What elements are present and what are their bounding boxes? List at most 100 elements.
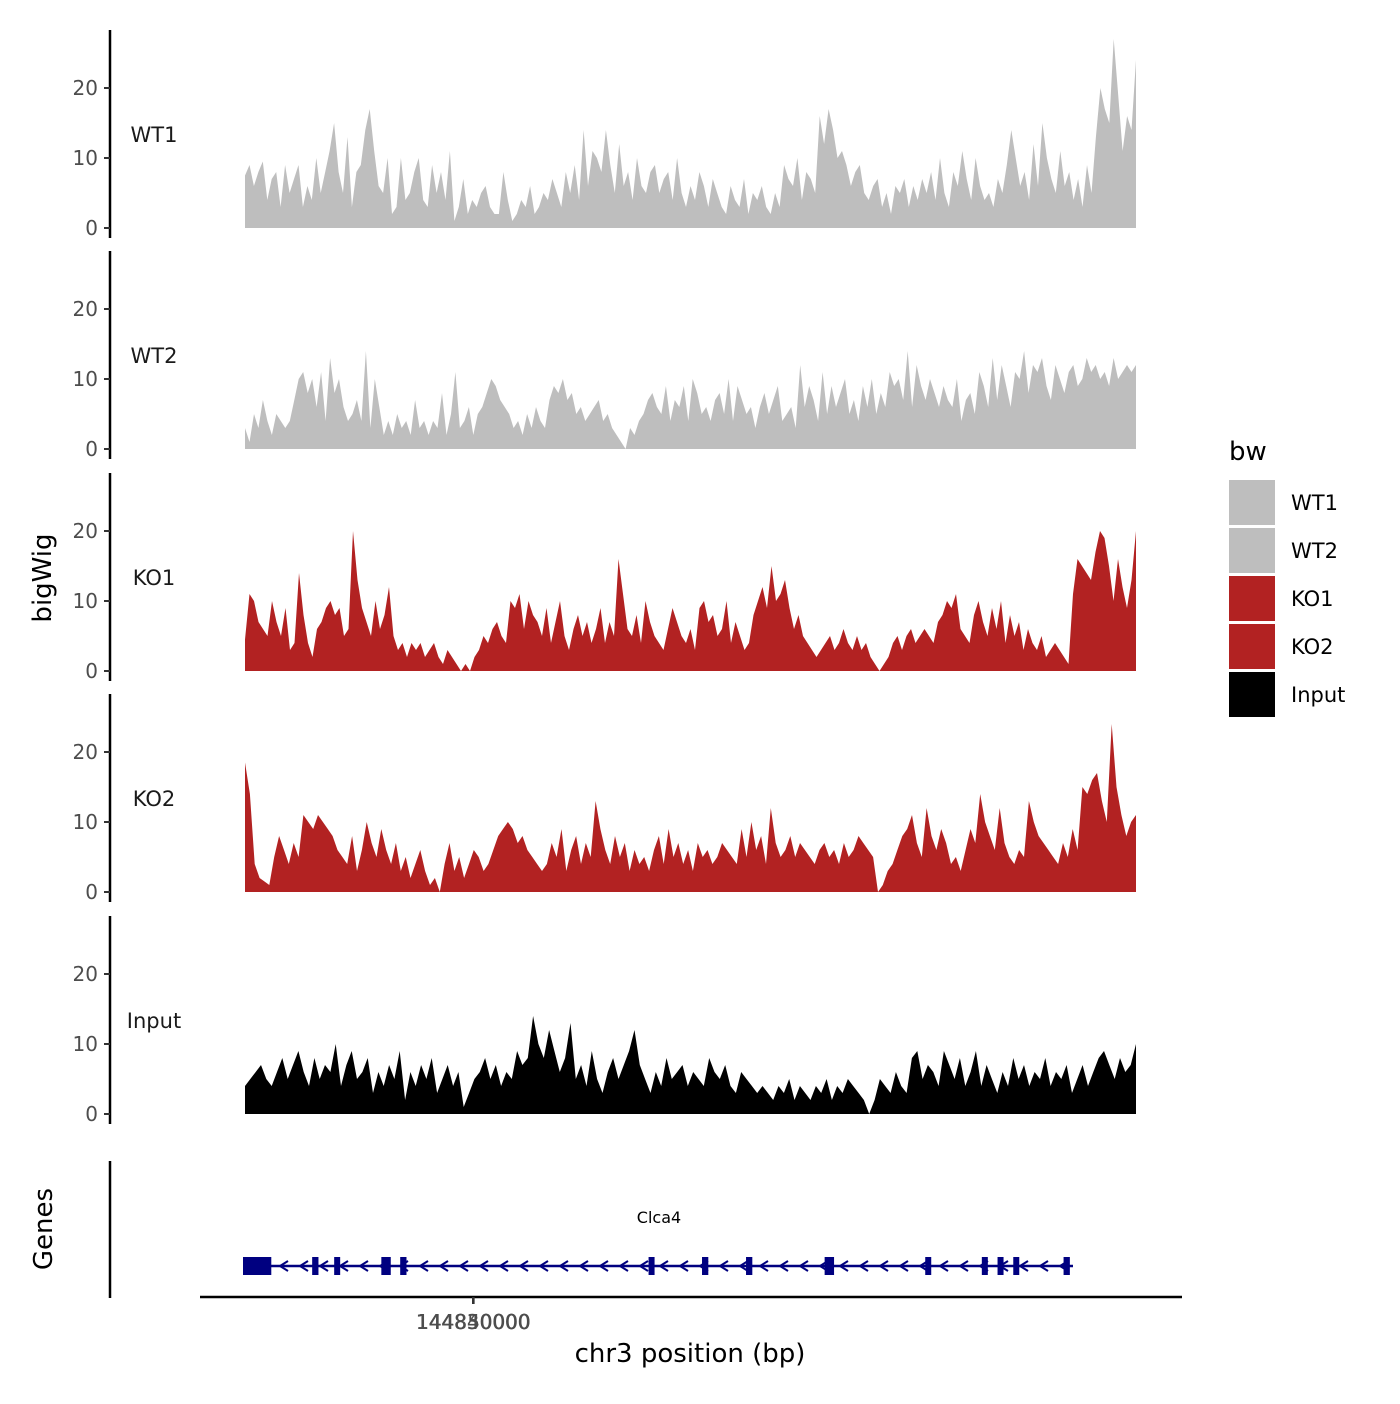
strand-arrow [498,1260,509,1272]
signal-tracks: 0 10 20 WT1 0 10 20 WT2 0 10 20 KO1 0 10 20 KO2 0 10 20 Inp… [28,30,1136,1126]
track-ko2: 0 10 20 KO2 [73,694,1136,904]
legend-label-wt1: WT1 [1291,491,1338,515]
gene-clca4: Clca4 [243,1208,1073,1275]
strand-arrow [618,1260,629,1272]
strand-arrow [438,1260,449,1272]
gene-label: Clca4 [637,1208,681,1227]
exon [981,1257,988,1275]
strand-arrow [418,1260,429,1272]
y-tick-label: 20 [73,962,98,986]
exon [381,1257,391,1275]
area-input [245,1016,1136,1114]
strand-arrow [678,1260,689,1272]
strand-arrow [558,1260,569,1272]
strand-arrow [878,1260,889,1272]
strand-arrow [478,1260,489,1272]
legend-label-ko2: KO2 [1291,635,1334,659]
strand-arrow [938,1260,949,1272]
exon [997,1257,1004,1275]
exon [400,1257,407,1275]
track-label: KO1 [133,566,176,590]
area-ko1 [245,531,1136,671]
strand-arrow [598,1260,609,1272]
y-tick-label: 10 [73,146,98,170]
strand-arrow [1018,1260,1029,1272]
y-tick-label: 20 [73,519,98,543]
gene-track: Genes Clca4 [29,1161,1073,1298]
legend-key-ko2 [1229,624,1275,669]
track-ko1: 0 10 20 KO1 [73,473,1136,683]
exon [702,1257,709,1275]
strand-arrow [278,1260,289,1272]
strand-arrow [898,1260,909,1272]
strand-arrow [858,1260,869,1272]
exon [746,1257,753,1275]
strand-arrow [958,1260,969,1272]
y-tick-label: 0 [85,1102,98,1126]
track-label: Input [127,1009,181,1033]
legend-key-wt1 [1229,480,1275,525]
exon [824,1257,835,1275]
y-tick-label: 10 [73,1032,98,1056]
y-axis-title: bigWig [28,533,58,622]
y-tick-label: 0 [85,659,98,683]
legend-label-wt2: WT2 [1291,539,1338,563]
strand-arrow [458,1260,469,1272]
strand-arrow [778,1260,789,1272]
legend-key-input [1229,672,1275,717]
legend-label-input: Input [1291,683,1345,707]
legend-key-ko1 [1229,576,1275,621]
track-wt1: 0 10 20 WT1 [73,30,1136,240]
exon [1063,1257,1070,1275]
track-label: KO2 [133,787,176,811]
legend: bw WT1 WT2 KO1 KO2 Input [1229,437,1345,717]
strand-arrow [358,1260,369,1272]
y-tick-label: 20 [73,297,98,321]
strand-arrow [758,1260,769,1272]
y-tick-label: 0 [85,216,98,240]
x-tick-label: 144840000 [416,1310,531,1334]
strand-arrow [838,1260,849,1272]
y-tick-label: 0 [85,880,98,904]
track-label: WT2 [131,344,178,368]
y-tick-label: 20 [73,740,98,764]
area-ko2 [245,724,1136,892]
area-wt1 [245,39,1136,228]
strand-arrow [798,1260,809,1272]
y-tick-label: 20 [73,76,98,100]
strand-arrow [518,1260,529,1272]
strand-arrow [718,1260,729,1272]
strand-arrow [738,1260,749,1272]
track-wt2: 0 10 20 WT2 [73,251,1136,461]
genes-axis-title: Genes [29,1188,59,1270]
strand-arrow [538,1260,549,1272]
exon [334,1257,341,1275]
y-tick-label: 10 [73,367,98,391]
legend-title: bw [1229,437,1267,467]
area-wt2 [245,351,1136,449]
x-axis-title: chr3 position (bp) [575,1339,806,1369]
y-tick-label: 10 [73,589,98,613]
strand-arrow [298,1260,309,1272]
strand-arrow [578,1260,589,1272]
x-tick-label: 144830000 [416,1310,531,1334]
x-tick-label: 144850000 [416,1310,531,1334]
strand-arrow [1038,1260,1049,1272]
track-input: 0 10 20 Input [73,916,1136,1126]
strand-arrow [318,1260,329,1272]
exon [312,1257,319,1275]
track-label: WT1 [131,123,178,147]
exon [1013,1257,1020,1275]
y-tick-label: 0 [85,437,98,461]
exon [648,1257,655,1275]
exon [925,1257,932,1275]
y-tick-label: 10 [73,810,98,834]
exon [243,1257,272,1275]
strand-arrow [638,1260,649,1272]
legend-label-ko1: KO1 [1291,587,1334,611]
strand-arrow [658,1260,669,1272]
legend-key-wt2 [1229,528,1275,573]
